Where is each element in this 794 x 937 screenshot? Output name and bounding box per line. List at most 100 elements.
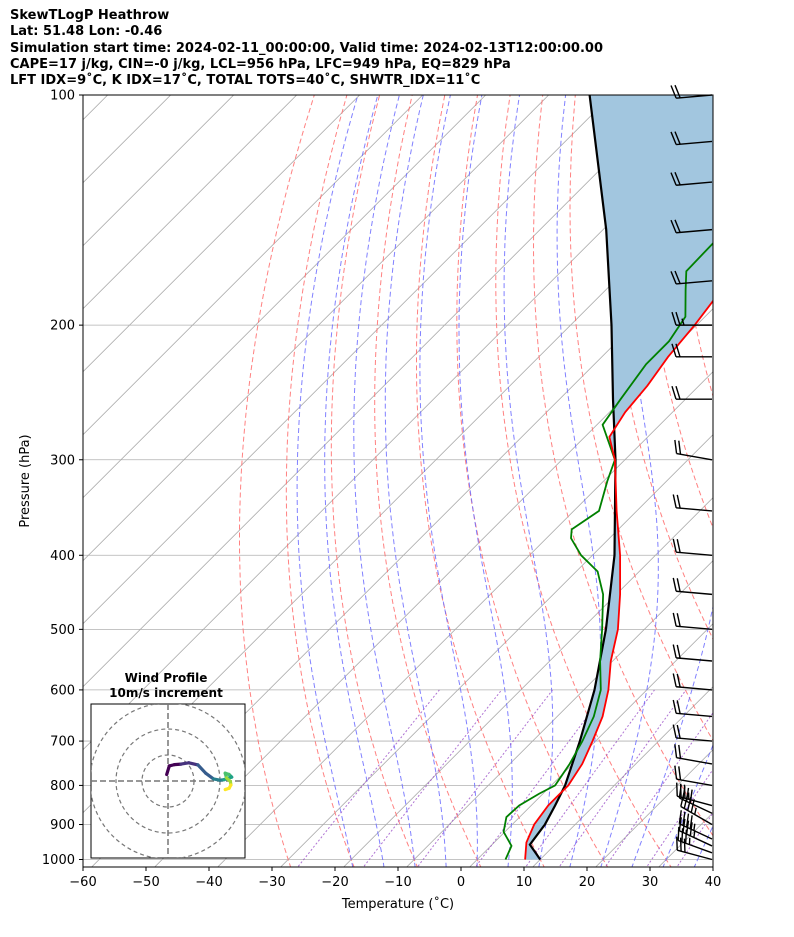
wind-barb-shaft xyxy=(676,140,713,146)
wind-barb-flag xyxy=(677,826,680,841)
isotherm-line xyxy=(83,95,297,310)
wind-barb-shaft xyxy=(676,590,713,596)
dry-adiabat-line xyxy=(639,95,713,529)
mixing-ratio-line xyxy=(676,811,713,867)
wind-barb-flag xyxy=(672,577,677,592)
wind-barb xyxy=(676,836,713,861)
wind-barb-shaft xyxy=(676,228,713,234)
wind-barb-flag xyxy=(676,613,681,627)
x-tick-label: −50 xyxy=(132,875,159,890)
hodograph-plot xyxy=(91,704,245,858)
wind-barb xyxy=(671,386,712,400)
wind-barb-flag xyxy=(690,799,695,813)
wind-barb-flag xyxy=(671,343,677,357)
wind-barb xyxy=(672,612,713,631)
dry-adiabat-line xyxy=(532,95,713,837)
wind-barb-flag xyxy=(670,85,677,99)
moist-adiabat-line xyxy=(384,95,447,867)
wind-barb-flag xyxy=(676,724,681,739)
wind-barb xyxy=(670,84,713,99)
y-tick-label: 1000 xyxy=(42,853,75,868)
wind-barb-flag xyxy=(674,84,681,99)
wind-barb-shaft xyxy=(677,795,713,807)
wind-barb xyxy=(671,311,712,326)
wind-barb-flag xyxy=(676,700,681,714)
isotherm-line xyxy=(83,95,549,562)
wind-barb-flag xyxy=(671,386,677,400)
dry-adiabat-line xyxy=(239,95,315,867)
wind-barb-half-flag xyxy=(693,830,696,838)
hodograph-ring xyxy=(141,754,195,808)
isotherm-line xyxy=(154,308,713,867)
dry-adiabat-line xyxy=(285,95,355,867)
y-tick-label: 700 xyxy=(50,735,75,750)
wind-barb-half-flag xyxy=(693,807,697,815)
location-coordinates: Lat: 51.48 Lon: -0.46 xyxy=(10,24,163,40)
wind-barb-half-flag xyxy=(693,823,696,831)
wind-barb-flag xyxy=(678,744,682,759)
wind-barb xyxy=(672,673,713,691)
wind-barb-shaft xyxy=(676,712,713,718)
moist-adiabat-line xyxy=(353,95,416,867)
wind-barb-shaft xyxy=(679,823,713,840)
moist-adiabat-line xyxy=(503,95,554,867)
mixing-ratio-line xyxy=(646,768,713,867)
y-tick-label: 900 xyxy=(50,818,75,833)
moist-adiabat-line xyxy=(324,95,385,867)
temperature-profile-line xyxy=(524,299,713,860)
mixing-ratio-line xyxy=(604,711,713,867)
wind-barb-shaft xyxy=(676,625,713,631)
wind-barb-flag xyxy=(681,828,684,842)
wind-barb-flag xyxy=(676,644,681,659)
hodograph-segment xyxy=(223,786,231,792)
moist-adiabat-line xyxy=(721,95,794,876)
wind-barb-shaft xyxy=(676,757,713,765)
hodograph-subtitle: 10m/s increment xyxy=(109,686,223,700)
wind-barb-flag xyxy=(674,270,681,284)
y-tick-label: 200 xyxy=(50,319,75,334)
x-axis-label: Temperature (˚C) xyxy=(341,896,454,912)
moist-adiabat-line xyxy=(631,95,713,867)
wind-barb-shaft xyxy=(676,657,713,662)
chart-title: SkewTLogP Heathrow xyxy=(10,8,170,23)
stability-parameters: CAPE=17 j/kg, CIN=-0 j/kg, LCL=956 hPa, … xyxy=(10,56,511,72)
isotherm-line xyxy=(83,95,486,499)
cape-shaded-area xyxy=(525,95,713,860)
wind-barb-flag xyxy=(672,538,677,553)
moist-adiabat-line xyxy=(662,743,713,867)
wind-barb-shaft xyxy=(676,280,713,285)
wind-barb-shaft xyxy=(676,686,713,691)
wind-barb-flag xyxy=(678,440,682,455)
dewpoint-profile-line xyxy=(502,241,713,860)
wind-barb-flag xyxy=(678,810,682,824)
wind-barb xyxy=(674,744,713,765)
wind-barb-flag xyxy=(672,699,677,714)
dry-adiabat-line xyxy=(374,95,482,867)
dry-adiabat-line xyxy=(495,95,672,867)
wind-barb-half-flag xyxy=(681,318,685,326)
wind-barb-shaft xyxy=(676,181,713,186)
wind-barb-flag xyxy=(672,724,677,739)
x-tick-label: −60 xyxy=(69,875,96,890)
mixing-ratio-line xyxy=(362,689,502,867)
x-tick-label: 10 xyxy=(516,875,533,890)
moist-adiabat-line xyxy=(600,95,659,867)
wind-barb xyxy=(670,131,713,146)
isotherm-line xyxy=(83,95,612,625)
simulation-times: Simulation start time: 2024-02-11_00:00:… xyxy=(10,40,603,56)
wind-barb-flag xyxy=(678,766,682,780)
wind-barb-shaft xyxy=(676,452,713,461)
wind-barb-flag xyxy=(672,612,677,627)
wind-barb-flag xyxy=(674,744,678,758)
hodograph-segment xyxy=(204,771,216,781)
y-tick-label: 100 xyxy=(50,89,75,104)
wind-barb-flag xyxy=(672,644,677,659)
dry-adiabat-line xyxy=(705,95,713,205)
wind-barb-shaft xyxy=(676,94,713,99)
moist-adiabat-line xyxy=(419,95,478,867)
isotherm-line xyxy=(83,95,675,688)
wind-barb-shaft xyxy=(676,737,713,742)
wind-barb-flag xyxy=(676,578,681,592)
isotherm-line xyxy=(406,560,713,867)
